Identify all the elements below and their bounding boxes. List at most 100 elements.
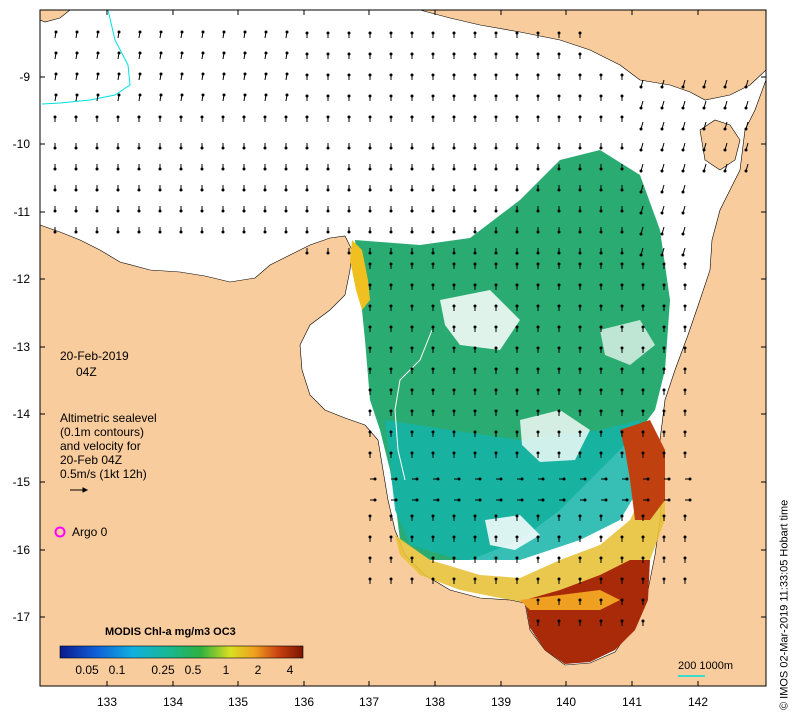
velocity-arrow-head [221, 209, 225, 213]
velocity-arrow-head [536, 325, 540, 329]
lon-tick-labels: 133 134 135 136 137 138 139 140 141 142 [97, 695, 708, 709]
velocity-arrow-head [368, 535, 372, 539]
velocity-arrow-head [562, 477, 566, 481]
velocity-arrow-head [520, 477, 524, 481]
velocity-arrow-head [431, 167, 435, 171]
velocity-arrow-head [583, 477, 587, 481]
velocity-arrow-head [557, 167, 561, 171]
velocity-arrow-head [138, 72, 142, 76]
velocity-arrow-head [452, 262, 456, 266]
velocity-arrow-head [620, 283, 624, 287]
velocity-arrow-head [431, 577, 435, 581]
velocity-arrow-head [116, 188, 120, 192]
velocity-arrow-head [326, 230, 330, 234]
velocity-arrow-head [660, 127, 664, 131]
velocity-arrow-head [641, 304, 645, 308]
velocity-arrow-head [515, 73, 519, 77]
velocity-arrow-head [473, 251, 477, 255]
lat-tick-label: -16 [13, 543, 31, 557]
velocity-arrow-head [683, 430, 687, 434]
velocity-arrow-head [578, 346, 582, 350]
velocity-arrow-head [158, 230, 162, 234]
velocity-arrow-head [620, 619, 624, 623]
velocity-arrow-head [494, 52, 498, 56]
velocity-arrow-head [138, 93, 142, 97]
velocity-arrow-head [410, 94, 414, 98]
velocity-arrow-head [95, 230, 99, 234]
velocity-arrow-head [578, 556, 582, 560]
velocity-arrow-head [557, 283, 561, 287]
velocity-arrow-head [243, 30, 247, 34]
velocity-arrow-head [263, 146, 267, 150]
velocity-arrow-head [284, 188, 288, 192]
velocity-arrow-head [222, 51, 226, 55]
velocity-arrow-head [515, 146, 519, 150]
velocity-arrow-head [744, 169, 748, 173]
velocity-arrow-head [639, 127, 643, 131]
velocity-arrow-head [180, 51, 184, 55]
velocity-arrow-head [201, 93, 205, 97]
velocity-arrow-head [660, 169, 664, 173]
velocity-arrow-head [620, 346, 624, 350]
velocity-arrow-head [243, 51, 247, 55]
velocity-arrow-head [557, 304, 561, 308]
velocity-arrow-head [138, 51, 142, 55]
velocity-arrow-head [681, 211, 685, 215]
velocity-arrow-head [681, 232, 685, 236]
velocity-arrow-head [389, 146, 393, 150]
velocity-arrow-head [137, 115, 141, 119]
velocity-arrow-head [494, 31, 498, 35]
lat-tick-label: -13 [13, 340, 31, 354]
velocity-arrow-head [54, 51, 58, 55]
lon-tick-label: 133 [97, 695, 117, 709]
velocity-arrow-head [431, 73, 435, 77]
velocity-arrow-head [494, 283, 498, 287]
velocity-arrow-head [373, 498, 377, 502]
velocity-arrow-head [536, 251, 540, 255]
velocity-arrow-head [410, 388, 414, 392]
velocity-arrow-head [578, 94, 582, 98]
velocity-arrow-head [96, 72, 100, 76]
velocity-arrow-head [431, 367, 435, 371]
velocity-arrow-head [389, 346, 393, 350]
velocity-arrow-head [200, 146, 204, 150]
velocity-arrow-head [494, 304, 498, 308]
velocity-arrow-head [683, 535, 687, 539]
velocity-arrow-head [389, 262, 393, 266]
velocity-arrow-head [452, 430, 456, 434]
velocity-arrow-head [473, 262, 477, 266]
velocity-arrow-head [394, 498, 398, 502]
velocity-arrow-head [264, 93, 268, 97]
lat-tick-label: -15 [13, 475, 31, 489]
velocity-arrow-head [515, 535, 519, 539]
velocity-arrow-head [641, 598, 645, 602]
velocity-arrow-head [620, 598, 624, 602]
annotation-line: 20-Feb 04Z [60, 453, 123, 467]
colorbar-tick-label: 1 [223, 663, 230, 677]
velocity-arrow-head [494, 514, 498, 518]
velocity-arrow-head [452, 188, 456, 192]
velocity-arrow-head [662, 556, 666, 560]
velocity-arrow-head [452, 209, 456, 213]
velocity-arrow-head [137, 167, 141, 171]
velocity-arrow-head [410, 556, 414, 560]
velocity-arrow-head [536, 146, 540, 150]
velocity-arrow-head [578, 325, 582, 329]
velocity-arrow-head [201, 30, 205, 34]
velocity-arrow-head [159, 72, 163, 76]
velocity-arrow-head [620, 167, 624, 171]
velocity-arrow-head [368, 94, 372, 98]
velocity-arrow-head [473, 94, 477, 98]
velocity-arrow-head [578, 73, 582, 77]
velocity-arrow-head [557, 209, 561, 213]
velocity-arrow-head [159, 51, 163, 55]
velocity-arrow-head [620, 556, 624, 560]
velocity-arrow-head [415, 477, 419, 481]
velocity-arrow-head [641, 451, 645, 455]
velocity-arrow-head [599, 230, 603, 234]
velocity-arrow-head [662, 283, 666, 287]
velocity-arrow-head [578, 230, 582, 234]
lat-tick-label: -14 [13, 407, 31, 421]
velocity-arrow-head [662, 430, 666, 434]
velocity-arrow-head [305, 230, 309, 234]
